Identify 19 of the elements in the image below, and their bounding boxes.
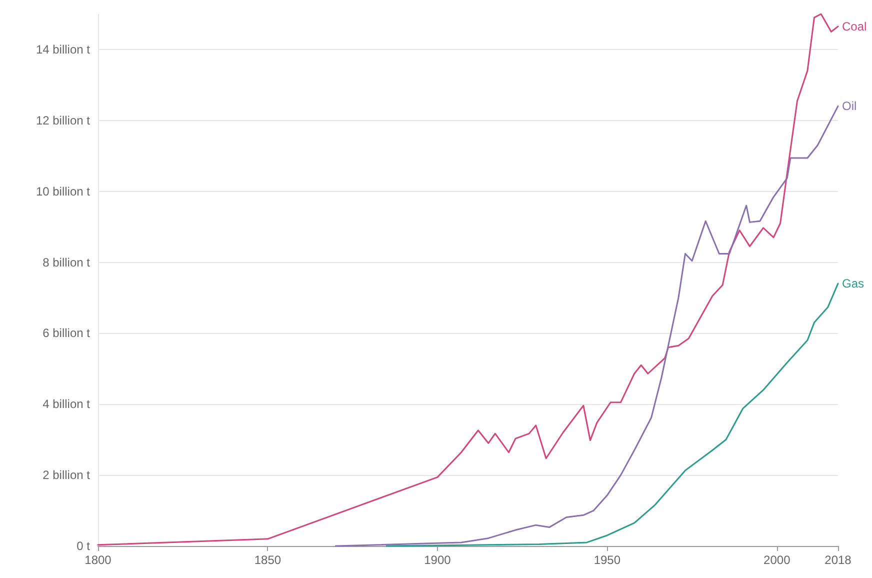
y-tick-label: 0 t xyxy=(76,539,91,553)
x-tick-label: 1900 xyxy=(424,553,452,567)
y-tick-label: 10 billion t xyxy=(36,184,91,198)
y-tick-label: 6 billion t xyxy=(42,326,91,340)
series-label: Oil xyxy=(842,99,857,114)
x-tick-label: 2000 xyxy=(764,553,791,567)
y-tick-label: 8 billion t xyxy=(42,255,91,270)
y-tick-label: 2 billion t xyxy=(42,468,91,482)
series-label: Coal xyxy=(842,19,867,34)
x-tick-label: 1850 xyxy=(254,553,282,567)
x-tick-label: 1800 xyxy=(84,553,112,567)
line-series xyxy=(386,282,839,547)
line-series xyxy=(334,105,839,547)
x-tick-label: 1950 xyxy=(594,553,621,567)
x-tick-label: 2018 xyxy=(824,553,852,567)
y-tick-label: 14 billion t xyxy=(36,42,91,56)
y-tick-label: 4 billion t xyxy=(42,397,91,412)
y-tick-label: 12 billion t xyxy=(36,113,91,128)
series-label: Gas xyxy=(842,276,864,291)
